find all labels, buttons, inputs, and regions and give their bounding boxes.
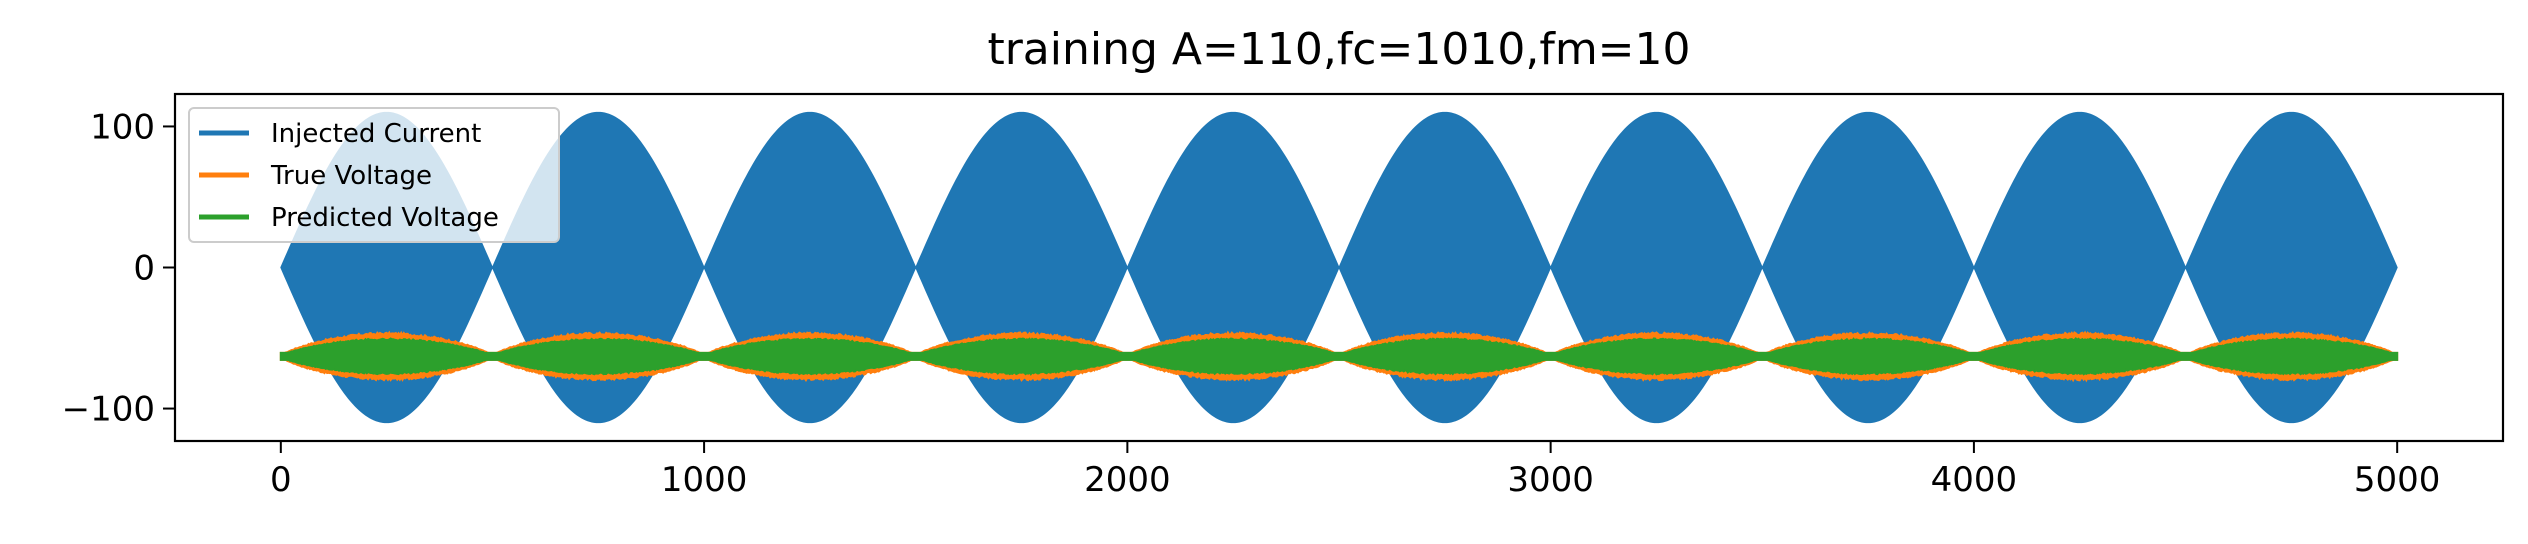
series-layer bbox=[279, 111, 2399, 424]
y-tick-label: −100 bbox=[62, 390, 155, 430]
legend-true-voltage-label: True Voltage bbox=[270, 161, 432, 191]
legend-injected-current-label: Injected Current bbox=[271, 119, 481, 149]
x-tick-label: 3000 bbox=[1507, 460, 1594, 500]
series-predicted-voltage bbox=[279, 336, 2399, 376]
y-tick-label: 0 bbox=[133, 249, 155, 289]
x-tick-label: 0 bbox=[270, 460, 292, 500]
legend: Injected Current True Voltage Predicted Vo… bbox=[188, 107, 560, 243]
y-tick-label: 100 bbox=[90, 107, 155, 147]
legend-box bbox=[188, 107, 560, 243]
legend-predicted-voltage-label: Predicted Voltage bbox=[271, 203, 499, 233]
x-tick-label: 1000 bbox=[661, 460, 748, 500]
x-tick-label: 5000 bbox=[2354, 460, 2441, 500]
axes-layer: 0 1000 2000 3000 4000 5000 −100 0 100 bbox=[62, 107, 2441, 500]
x-tick-label: 4000 bbox=[1931, 460, 2018, 500]
x-tick-label: 2000 bbox=[1084, 460, 1171, 500]
chart-title: training A=110,fc=1010,fm=10 bbox=[987, 24, 1690, 75]
